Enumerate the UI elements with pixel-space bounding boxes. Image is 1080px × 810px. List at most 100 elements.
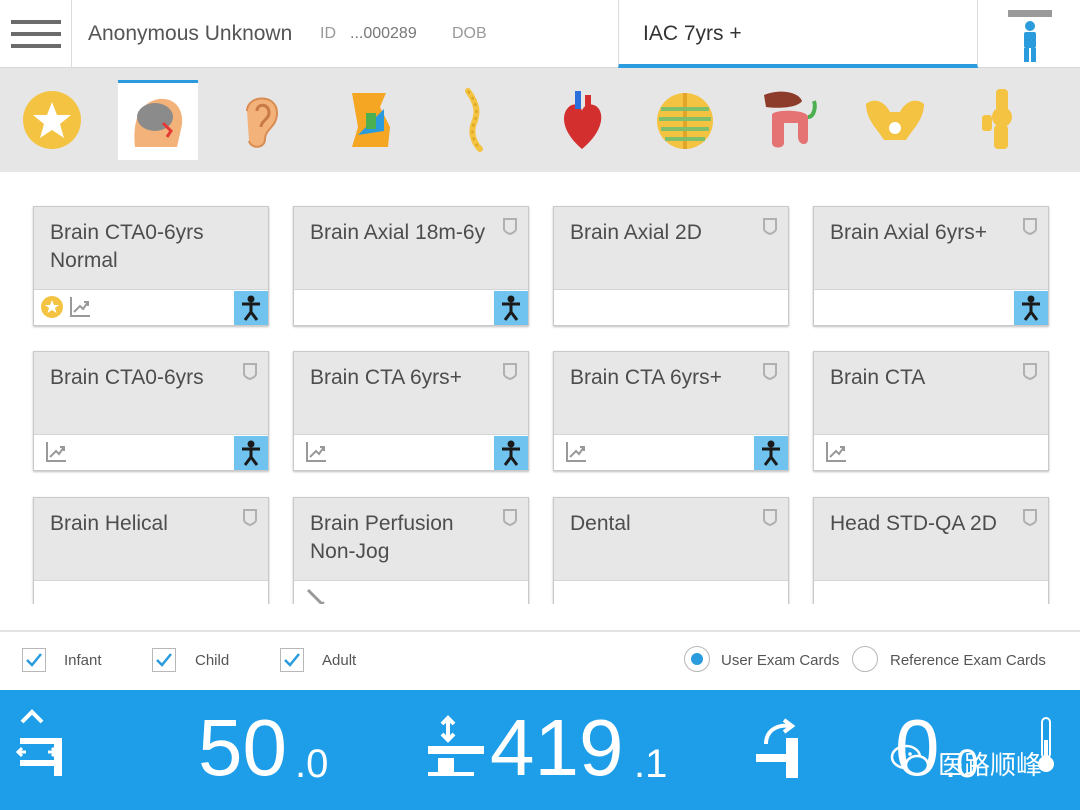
exam-card[interactable]: Brain Axial 6yrs+	[813, 206, 1049, 326]
patient-dob-label: DOB	[452, 25, 487, 42]
gantry-status-bar: 50 .0 419 .1 0 .0 医路顺峰	[0, 690, 1080, 810]
exam-card-title: Brain Perfusion Non-Jog	[310, 512, 454, 563]
exam-card-title: Brain CTA0-6yrs Normal	[50, 221, 204, 272]
exam-card-title: Brain CTA 6yrs+	[310, 366, 462, 389]
chest-lungs-icon[interactable]	[645, 80, 725, 160]
exam-card-title: Brain CTA 6yrs+	[570, 366, 722, 389]
reference-exam-cards-label: Reference Exam Cards	[890, 652, 1046, 669]
exam-card-footer	[34, 580, 268, 604]
protocol-tab-label: IAC 7yrs +	[643, 22, 742, 45]
table-height-decimal: .0	[295, 742, 329, 786]
infant-checkbox[interactable]	[22, 648, 46, 672]
patient-position-icon	[494, 291, 528, 325]
watermark: 医路顺峰	[890, 743, 1042, 784]
exam-card-footer	[554, 434, 788, 470]
exam-card-footer	[814, 289, 1048, 325]
exam-card-footer	[814, 580, 1048, 604]
dose-trend-icon	[824, 440, 848, 464]
favorites-star-icon[interactable]	[12, 80, 92, 160]
lock-icon	[502, 508, 518, 527]
dose-trend-icon	[564, 440, 588, 464]
table-position-value: 419	[490, 703, 624, 792]
exam-card[interactable]: Brain Helical	[33, 497, 269, 604]
patient-id-label: ID	[320, 25, 336, 42]
table-position-icon[interactable]	[424, 714, 486, 783]
exam-card[interactable]: Brain CTA0-6yrs	[33, 351, 269, 471]
patient-position-icon[interactable]	[1000, 8, 1060, 64]
exam-card-title: Head STD-QA 2D	[830, 512, 997, 535]
exam-card[interactable]: Brain Axial 2D	[553, 206, 789, 326]
edit-pencil-icon	[304, 586, 328, 604]
gantry-tilt-icon[interactable]	[756, 718, 808, 785]
neck-icon[interactable]	[330, 80, 410, 160]
exam-card[interactable]: Brain CTA	[813, 351, 1049, 471]
patient-position-icon	[754, 436, 788, 470]
patient-position-icon	[1014, 291, 1048, 325]
lock-icon	[762, 508, 778, 527]
hamburger-menu-icon[interactable]	[0, 0, 72, 68]
exam-card-footer	[34, 434, 268, 470]
infant-label: Infant	[64, 652, 102, 669]
lock-icon	[1022, 362, 1038, 381]
lock-icon	[502, 362, 518, 381]
exam-card-title: Brain Axial 2D	[570, 221, 702, 244]
user-exam-cards-label: User Exam Cards	[721, 652, 840, 669]
adult-checkbox[interactable]	[280, 648, 304, 672]
reference-exam-cards-radio[interactable]	[852, 646, 878, 672]
exam-card[interactable]: Head STD-QA 2D	[813, 497, 1049, 604]
lock-icon	[762, 362, 778, 381]
exam-card[interactable]: Dental	[553, 497, 789, 604]
exam-card[interactable]: Brain Axial 18m-6y	[293, 206, 529, 326]
child-label: Child	[195, 652, 230, 669]
exam-card-title: Brain CTA0-6yrs	[50, 366, 204, 389]
exam-card-footer	[34, 289, 268, 325]
dose-trend-icon	[44, 440, 68, 464]
exam-card-title: Brain Axial 6yrs+	[830, 221, 987, 244]
exam-card-grid: Brain CTA0-6yrs Normal Brain Axial 18m-6…	[0, 172, 1080, 604]
header: Anonymous Unknown ID ...000289 DOB IAC 7…	[0, 0, 1080, 68]
user-exam-cards-radio[interactable]	[684, 646, 710, 672]
child-checkbox[interactable]	[152, 648, 176, 672]
lock-icon	[242, 362, 258, 381]
lock-icon	[242, 508, 258, 527]
pelvis-icon[interactable]	[855, 80, 935, 160]
patient-position-icon	[234, 291, 268, 325]
exam-card[interactable]: Brain CTA 6yrs+	[293, 351, 529, 471]
wechat-icon	[890, 743, 930, 784]
watermark-text: 医路顺峰	[938, 750, 1043, 780]
abdomen-icon[interactable]	[750, 80, 830, 160]
exam-card-title: Brain Axial 18m-6y	[310, 221, 486, 244]
ear-icon[interactable]	[222, 80, 302, 160]
exam-card-title: Brain Helical	[50, 512, 168, 535]
lock-icon	[762, 217, 778, 236]
exam-card[interactable]: Brain CTA0-6yrs Normal	[33, 206, 269, 326]
extremity-knee-icon[interactable]	[960, 80, 1040, 160]
gantry-tilt-decimal: .0	[945, 742, 979, 786]
dose-trend-icon	[68, 295, 92, 319]
exam-card-footer	[294, 580, 528, 604]
exam-card[interactable]: Brain Perfusion Non-Jog	[293, 497, 529, 604]
exam-card-title: Dental	[570, 512, 631, 535]
exam-card-footer	[814, 434, 1048, 470]
table-height-value: 50	[198, 703, 287, 792]
protocol-tab[interactable]: IAC 7yrs +	[618, 0, 978, 68]
patient-position-icon	[494, 436, 528, 470]
exam-card-footer	[554, 289, 788, 325]
favorite-star-icon[interactable]	[40, 295, 64, 319]
thermometer-icon	[1036, 716, 1056, 781]
head-brain-icon[interactable]	[118, 80, 198, 160]
patient-id-value: ...000289	[350, 25, 417, 42]
table-height-icon[interactable]	[14, 708, 70, 783]
exam-card-title: Brain CTA	[830, 366, 926, 389]
dose-trend-icon	[304, 440, 328, 464]
patient-name[interactable]: Anonymous Unknown	[88, 22, 293, 45]
anatomy-selector	[0, 68, 1080, 172]
heart-icon[interactable]	[542, 80, 622, 160]
exam-card-footer	[294, 434, 528, 470]
lock-icon	[502, 217, 518, 236]
lock-icon	[1022, 508, 1038, 527]
exam-card[interactable]: Brain CTA 6yrs+	[553, 351, 789, 471]
exam-card-footer	[294, 289, 528, 325]
spine-icon[interactable]	[432, 80, 512, 160]
adult-label: Adult	[322, 652, 357, 669]
